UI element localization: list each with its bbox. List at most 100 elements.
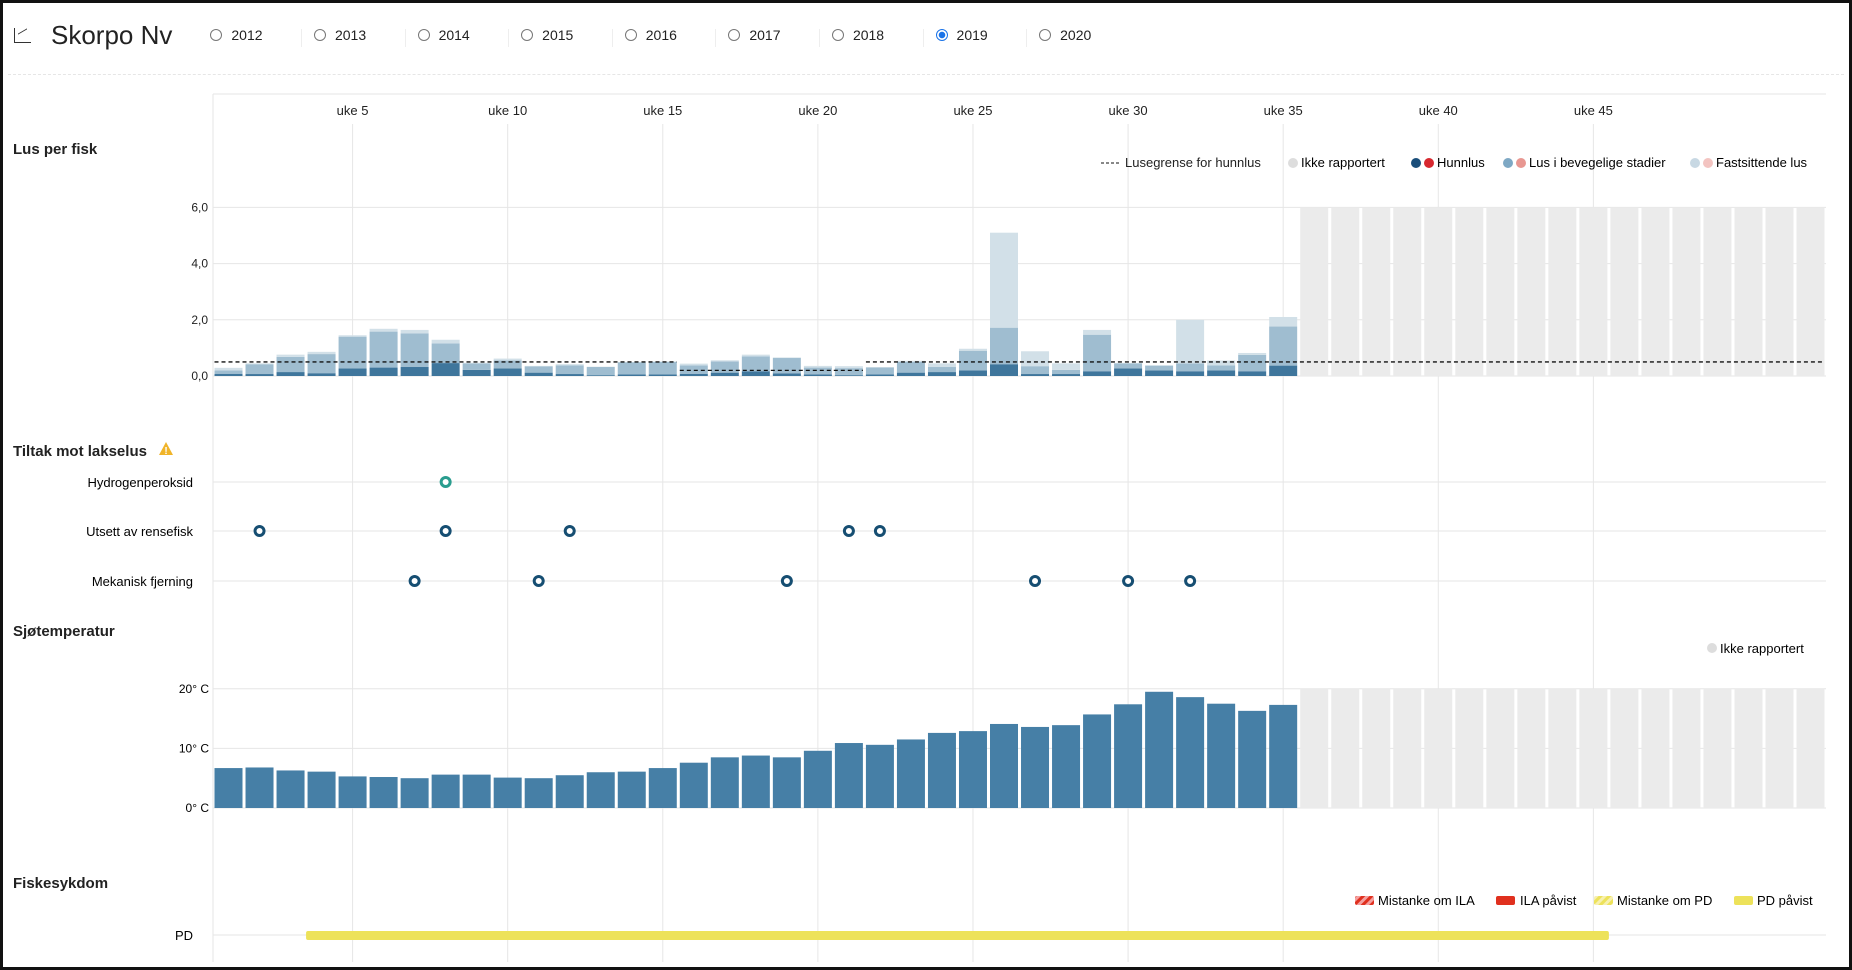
year-option-2012[interactable]: 2012 (210, 27, 314, 47)
lice-bar-fastsittende (617, 361, 646, 363)
lice-bar-hunnlus (648, 374, 677, 376)
lice-bar-bevegelige (834, 368, 863, 376)
lice-bar-bevegelige (741, 356, 770, 372)
lice-bar-fastsittende (493, 358, 522, 361)
lice-bar-bevegelige (524, 366, 553, 373)
lice-bar-hunnlus (834, 375, 863, 376)
mobile-dot-icon (1503, 158, 1513, 168)
treatment-event-marker (532, 575, 545, 587)
legend-label: Mistanke om PD (1617, 893, 1712, 908)
lice-bar-hunnlus (958, 370, 987, 376)
lice-bar-fastsittende (710, 360, 739, 362)
lice-bar-fastsittende (1083, 329, 1112, 335)
radio-button[interactable] (624, 29, 637, 41)
section-title-disease: Fiskesykdom (13, 875, 108, 892)
not-reported-bar (1703, 207, 1732, 376)
year-option-2013[interactable]: 2013 (313, 27, 418, 47)
radio-button[interactable] (417, 29, 430, 41)
not-reported-bar (1362, 688, 1391, 808)
radio-button[interactable] (521, 29, 534, 41)
temp-bar (896, 739, 925, 808)
lice-bar-hunnlus (710, 372, 739, 376)
radio-button[interactable] (313, 29, 326, 41)
attached-dot-icon (1703, 158, 1713, 168)
lice-bar-hunnlus (555, 374, 584, 376)
lice-bar-hunnlus (1207, 370, 1236, 376)
lice-bar-hunnlus (1021, 374, 1050, 376)
lice-bar-bevegelige (1238, 354, 1267, 372)
lice-bar-bevegelige (276, 356, 305, 373)
temp-bar (741, 755, 770, 808)
year-option-2017[interactable]: 2017 (728, 27, 832, 47)
radio-button[interactable] (728, 29, 741, 41)
temp-bar (462, 774, 491, 808)
not-reported-bar (1734, 688, 1763, 808)
lice-bar-fastsittende (990, 232, 1018, 328)
radio-button[interactable] (1039, 29, 1052, 41)
not-reported-dot-icon (1288, 158, 1298, 168)
lice-bar-fastsittende (1207, 360, 1236, 366)
year-option-2014[interactable]: 2014 (417, 27, 522, 47)
year-label: 2015 (542, 27, 574, 43)
lice-bar-hunnlus (1269, 365, 1298, 376)
lice-bar-hunnlus (990, 364, 1018, 376)
not-reported-bar (1579, 688, 1608, 808)
year-option-2018[interactable]: 2018 (831, 27, 936, 47)
not-reported-bar (1765, 207, 1794, 376)
lice-y-tick: 4,0 (191, 257, 208, 271)
temp-bar (1269, 704, 1298, 808)
not-reported-bar (1393, 207, 1422, 376)
radio-button[interactable] (210, 29, 223, 41)
temp-bar (1238, 710, 1267, 808)
warning-icon: ! (159, 442, 173, 457)
temp-y-tick: 0° C (186, 801, 210, 815)
week-label: uke 20 (798, 103, 837, 118)
temp-bar (1083, 714, 1112, 808)
treatment-event-marker (1029, 575, 1042, 587)
not-reported-bar (1300, 207, 1329, 376)
lice-legend: Lusegrense for hunnlus Ikke rapportert Hun… (1101, 155, 1808, 170)
year-option-2019[interactable]: 2019 (935, 27, 1040, 47)
year-option-2015[interactable]: 2015 (521, 27, 625, 47)
pd-period-bar (306, 931, 1609, 940)
year-option-2020[interactable]: 2020 (1039, 27, 1143, 43)
temp-bar (834, 743, 863, 808)
tiltak-row-label: Utsett av rensefisk (86, 524, 193, 539)
section-title-temp: Sjøtemperatur (13, 623, 115, 640)
year-label: 2018 (852, 27, 885, 43)
not-reported-bar (1548, 207, 1577, 376)
not-reported-bar (1610, 207, 1639, 376)
year-option-2016[interactable]: 2016 (624, 27, 729, 47)
lice-bar-fastsittende (1238, 352, 1267, 355)
not-reported-bar (1455, 207, 1484, 376)
lice-bar-fastsittende (400, 329, 429, 334)
lice-bar-fastsittende (834, 366, 863, 369)
legend-label: Fastsittende lus (1716, 155, 1808, 170)
temp-bar (958, 731, 987, 808)
lice-bar-bevegelige (1269, 326, 1298, 366)
treatment-event-marker (1184, 575, 1197, 587)
lice-bar-fastsittende (803, 365, 832, 368)
temp-bar (990, 723, 1018, 808)
year-label: 2017 (749, 27, 781, 43)
legend-label: Ikke rapportert (1301, 155, 1385, 170)
radio-button[interactable] (935, 29, 948, 41)
lice-y-tick: 0,0 (191, 369, 208, 383)
temp-bar (524, 778, 553, 808)
warning-mark: ! (164, 446, 167, 457)
not-reported-bar (1331, 207, 1360, 376)
lice-bar-hunnlus (462, 369, 491, 376)
lice-bar-fastsittende (1176, 319, 1205, 364)
lice-bar-fastsittende (772, 357, 801, 359)
lice-bar-bevegelige (1052, 369, 1081, 375)
not-reported-bar (1796, 688, 1825, 808)
lice-bar-bevegelige (1176, 363, 1205, 372)
lice-bar-hunnlus (865, 374, 894, 376)
not-reported-bar (1610, 688, 1639, 808)
legend-label: Lus i bevegelige stadier (1529, 155, 1666, 170)
radio-button[interactable] (831, 29, 844, 41)
section-title-lice: Lus per fisk (13, 141, 98, 158)
lice-bar-bevegelige (896, 361, 925, 373)
